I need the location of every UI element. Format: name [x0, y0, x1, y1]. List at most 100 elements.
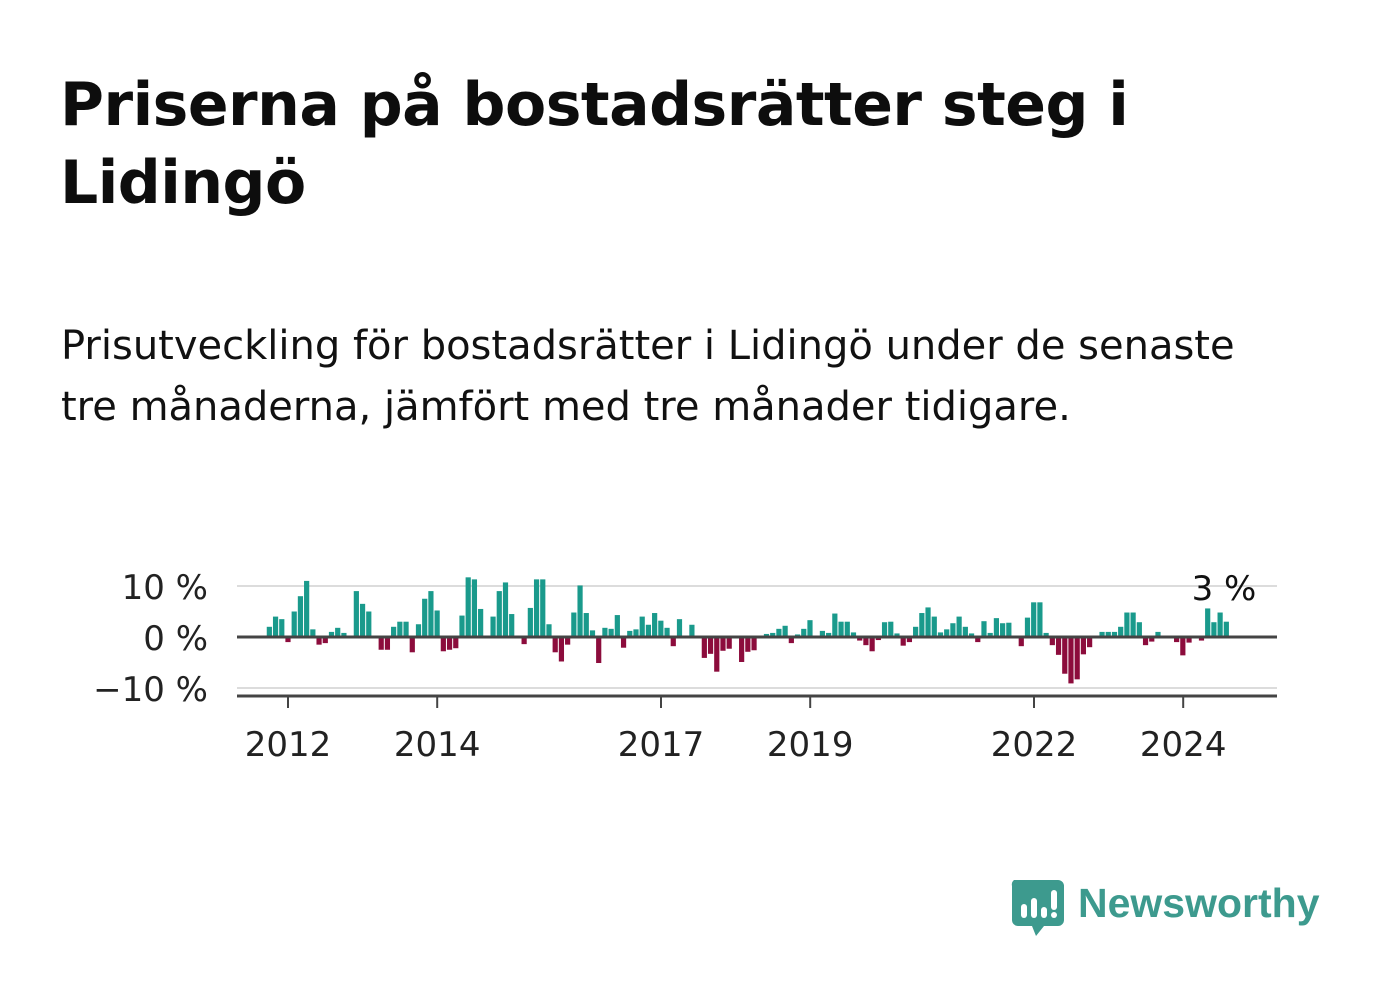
bar: [446, 637, 453, 650]
bar: [826, 632, 832, 637]
bar: [857, 637, 863, 641]
bar: [913, 626, 919, 637]
bar: [335, 627, 341, 637]
chart-subtitle: Prisutveckling för bostadsrätter i Lidin…: [61, 323, 1235, 430]
bar: [1031, 602, 1037, 637]
last-value-label: 3 %: [1192, 569, 1257, 609]
labels: 10 % 0 % −10 % 2012 2014 2017 2019 2022 2024 3 %: [93, 568, 1256, 765]
x-tick-label: 2022: [991, 725, 1078, 765]
bar: [788, 637, 794, 644]
bar: [819, 630, 826, 637]
x-tick-label: 2019: [767, 725, 854, 765]
bar: [465, 577, 471, 637]
bar: [453, 637, 459, 649]
bar: [714, 637, 720, 672]
bar: [1099, 631, 1105, 637]
y-tick-label: 10 %: [122, 568, 208, 608]
bar: [596, 637, 602, 664]
bar: [397, 621, 403, 637]
bar: [801, 628, 807, 637]
bar: [1087, 637, 1093, 648]
bar: [944, 629, 950, 637]
bar: [1149, 637, 1155, 642]
bar: [652, 613, 658, 637]
bar: [552, 637, 558, 653]
bar: [291, 611, 297, 637]
bar: [807, 620, 813, 637]
bar: [1062, 637, 1068, 674]
bar: [707, 637, 714, 654]
bar: [670, 637, 676, 647]
bar: [968, 633, 975, 637]
bar: [322, 637, 328, 644]
brand-name: Newsworthy: [1078, 879, 1320, 926]
bar: [1111, 631, 1118, 637]
bar: [521, 637, 527, 645]
bar: [589, 630, 596, 637]
bar: [459, 615, 465, 637]
bar: [285, 637, 291, 643]
bar: [502, 582, 509, 637]
bar: [428, 591, 434, 637]
bar: [1074, 637, 1080, 680]
bar: [509, 614, 515, 637]
bar: [1037, 602, 1043, 637]
bar: [739, 637, 745, 662]
bar: [1118, 626, 1124, 637]
bar: [558, 637, 565, 662]
bar: [888, 621, 894, 637]
bar: [434, 610, 440, 637]
bar: [676, 619, 683, 637]
bar: [751, 637, 757, 651]
bar: [869, 637, 875, 652]
bar: [937, 632, 944, 637]
bar: [1043, 632, 1049, 637]
bar: [527, 607, 533, 637]
axes: [237, 635, 1277, 708]
bar: [1024, 617, 1031, 637]
bar: [987, 632, 993, 637]
bar: [950, 623, 956, 637]
bar: [1018, 637, 1024, 647]
bar: [1049, 637, 1055, 646]
bars: [266, 577, 1229, 684]
bar: [620, 637, 627, 648]
bar: [906, 637, 913, 643]
bar: [850, 632, 857, 637]
bar: [1174, 637, 1180, 643]
grid-lines: [237, 585, 1277, 689]
bar: [565, 637, 571, 645]
bar: [403, 621, 409, 637]
bar: [1223, 621, 1229, 637]
page-title: Priserna på bostadsrätter steg i Lidingö: [60, 70, 1129, 218]
bar: [894, 633, 900, 637]
bar: [658, 620, 664, 637]
bar: [701, 637, 707, 658]
bar: [266, 626, 272, 637]
bar: [993, 618, 1000, 637]
bar: [782, 625, 788, 637]
bar: [925, 607, 931, 637]
bar: [1105, 631, 1111, 637]
bar: [422, 598, 428, 637]
bar: [745, 637, 751, 652]
bar: [881, 622, 888, 637]
bar: [316, 637, 322, 645]
bar: [490, 616, 496, 637]
bar: [1211, 622, 1217, 637]
newsworthy-logo-icon: [1011, 880, 1064, 936]
bar: [863, 637, 869, 646]
bar: [1068, 637, 1074, 684]
bar: [1080, 637, 1087, 655]
bar: [328, 631, 335, 637]
bar: [546, 624, 552, 637]
bar: [366, 611, 372, 637]
bar: [726, 637, 732, 649]
bar: [1180, 637, 1186, 656]
bar: [608, 628, 614, 637]
bar: [304, 580, 310, 637]
bar: [962, 626, 968, 637]
bar: [1142, 637, 1149, 646]
bar: [720, 637, 726, 651]
bar: [664, 627, 670, 637]
